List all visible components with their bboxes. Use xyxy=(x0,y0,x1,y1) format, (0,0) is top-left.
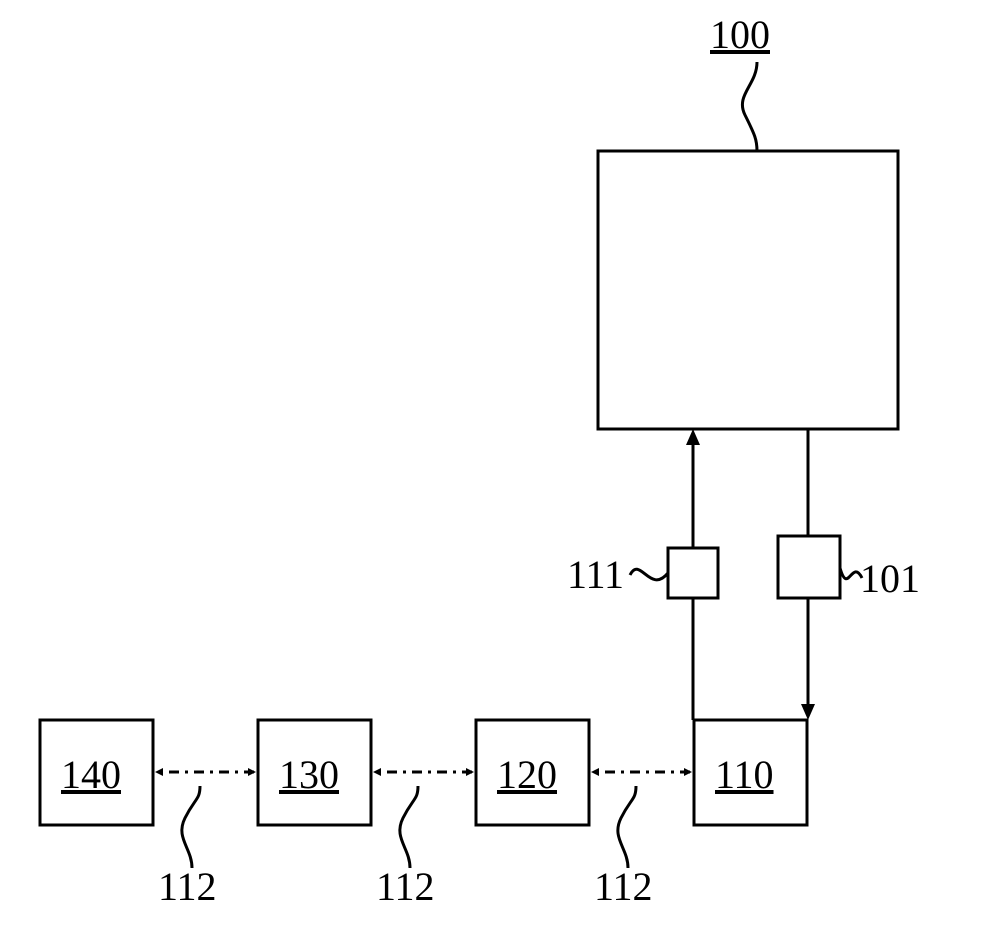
node-101 xyxy=(778,536,840,598)
diagram-canvas: 100 111 101 110 120 130 140 112 112 112 xyxy=(0,0,1000,936)
label-120: 120 xyxy=(497,752,557,797)
label-100: 100 xyxy=(710,12,770,57)
squiggle-100 xyxy=(742,62,757,151)
node-111 xyxy=(668,548,718,598)
label-111: 111 xyxy=(567,552,624,597)
label-110: 110 xyxy=(715,752,774,797)
squiggle-111 xyxy=(630,569,668,580)
label-140: 140 xyxy=(61,752,121,797)
node-100 xyxy=(598,151,898,429)
label-112-c: 112 xyxy=(594,864,653,909)
squiggle-101 xyxy=(840,568,862,579)
label-112-b: 112 xyxy=(376,864,435,909)
squiggle-112-a xyxy=(182,786,200,868)
label-112-a: 112 xyxy=(158,864,217,909)
label-101: 101 xyxy=(860,556,920,601)
squiggle-112-c xyxy=(618,786,636,868)
squiggle-112-b xyxy=(400,786,418,868)
label-130: 130 xyxy=(279,752,339,797)
